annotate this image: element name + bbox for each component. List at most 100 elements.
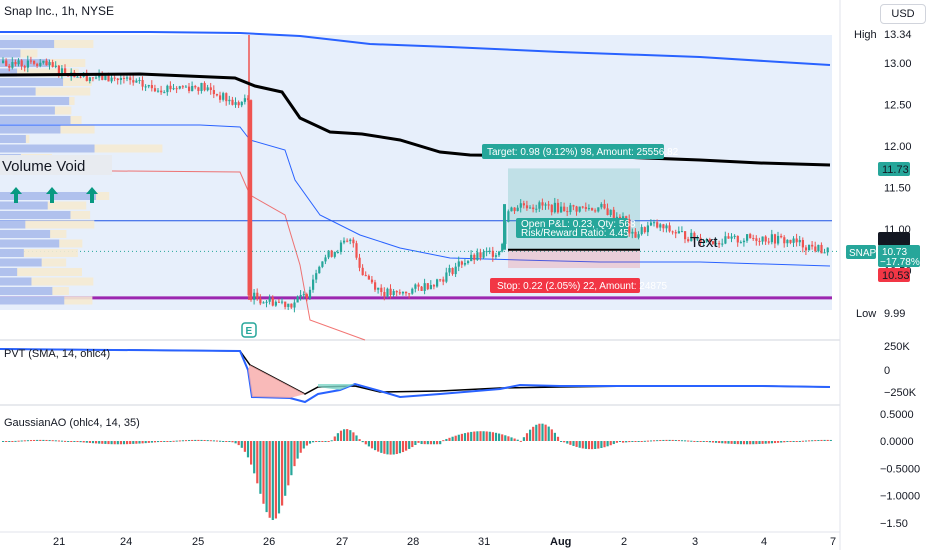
candle-body [361, 267, 364, 276]
ao-bar [507, 436, 510, 441]
candle-body [358, 257, 361, 268]
candle-body [206, 87, 209, 91]
candle-body [169, 85, 172, 90]
ao-bar [321, 441, 324, 442]
ao-bar [473, 431, 476, 441]
ao-bar [736, 441, 739, 445]
ao-bar [556, 436, 560, 441]
candle-body [597, 207, 600, 212]
candle-body [665, 225, 668, 229]
candle-body [476, 252, 479, 260]
ao-bar [110, 441, 113, 445]
candle-body [5, 60, 8, 66]
candle-body [510, 207, 513, 212]
candle-body [566, 211, 569, 213]
last-price-badge[interactable]: SNAP 10.73 −17.78% [846, 245, 920, 268]
ao-bar [271, 441, 274, 521]
ao-bar [749, 441, 752, 445]
ao-bar [485, 431, 488, 441]
ao-bar [42, 439, 45, 441]
ao-bar [606, 441, 609, 447]
ao-bar [367, 441, 370, 447]
pvt-tick-label: −250K [884, 387, 917, 399]
ao-bar [516, 439, 519, 441]
ao-bar [250, 441, 253, 465]
change-text: −17.78% [880, 257, 920, 268]
ao-bar [693, 440, 696, 442]
candle-body [591, 208, 594, 211]
candle-body [457, 261, 460, 267]
candle-body [603, 203, 606, 209]
candle-body [820, 244, 823, 254]
pvt-title[interactable]: PVT (SMA, 14, ohlc4) [4, 348, 110, 360]
candle-body [814, 246, 817, 252]
candle-body [172, 88, 175, 90]
volume-profile-bar-up [0, 68, 79, 77]
candle-body [194, 86, 197, 88]
ao-bar [615, 441, 618, 443]
gaussian-ao-title[interactable]: GaussianAO (ohlc4, 14, 35) [4, 417, 140, 429]
ao-bar [643, 440, 646, 442]
candle-body [57, 65, 60, 75]
text-annotation[interactable]: Text [690, 234, 718, 251]
volume-profile-bar-down [0, 249, 24, 257]
buy-arrow-icon [10, 187, 22, 203]
volume-profile-bar-up [0, 249, 78, 257]
ao-bar [392, 441, 395, 455]
ao-bar [457, 434, 460, 441]
candle-body [569, 205, 572, 213]
ao-bar [696, 441, 699, 442]
ao-bar [587, 441, 591, 450]
candle-body [191, 86, 194, 92]
stop-label[interactable]: Stop: 0.22 (2.05%) 22, Amount: 24875 [490, 278, 668, 293]
ao-bar [814, 440, 817, 442]
candle-body [581, 206, 584, 208]
candle-body [324, 257, 327, 262]
candle-body [811, 244, 814, 247]
ao-bar [349, 430, 352, 441]
ao-bar [550, 429, 553, 441]
volume-profile-bar-down [0, 258, 42, 267]
candle-body [246, 98, 250, 101]
candle-body [634, 231, 637, 238]
ao-bar [727, 441, 730, 444]
candle-body [671, 231, 674, 233]
ao-bar [150, 441, 153, 443]
earnings-marker[interactable]: E [241, 322, 257, 338]
open-pl-label[interactable]: Open P&L: 0.23, Qty: 568 Risk/Reward Rat… [516, 218, 636, 239]
volume-profile-bar-down [0, 296, 65, 305]
symbol-title[interactable]: Snap Inc., 1h, NYSE [4, 4, 115, 18]
candle-body [129, 77, 132, 81]
volume-profile-bar-up [0, 220, 95, 229]
candle-body [157, 90, 160, 92]
volume-void-label[interactable]: Volume Void [0, 155, 112, 175]
target-label[interactable]: Target: 0.98 (9.12%) 98, Amount: 25556.8… [482, 144, 679, 159]
ao-bar [777, 441, 780, 443]
ao-bar [355, 435, 358, 441]
high-label-text: High [854, 29, 877, 41]
volume-profile-bar-down [0, 78, 64, 86]
range-box [0, 35, 832, 310]
currency-button[interactable]: USD [880, 4, 926, 24]
ao-bar [188, 440, 191, 442]
volume-profile-bar-down [0, 287, 53, 295]
candle-body [386, 288, 389, 297]
candle-body [302, 294, 305, 296]
pvt-tick-label: 0 [884, 365, 890, 377]
candle-body [60, 68, 64, 75]
ao-bar [811, 440, 814, 442]
ao-bar [237, 441, 240, 446]
volume-profile-bar-down [0, 144, 95, 153]
candle-body [491, 250, 494, 257]
ao-bar [5, 441, 8, 442]
ao-bar [544, 424, 547, 441]
ao-bar [622, 441, 625, 443]
candle-body [240, 101, 243, 106]
ao-bar [804, 440, 808, 442]
ao-bar [45, 439, 48, 441]
ao-bar [597, 441, 600, 449]
ao-bar [209, 440, 212, 442]
candle-body [594, 210, 597, 212]
candle-body [42, 60, 45, 63]
